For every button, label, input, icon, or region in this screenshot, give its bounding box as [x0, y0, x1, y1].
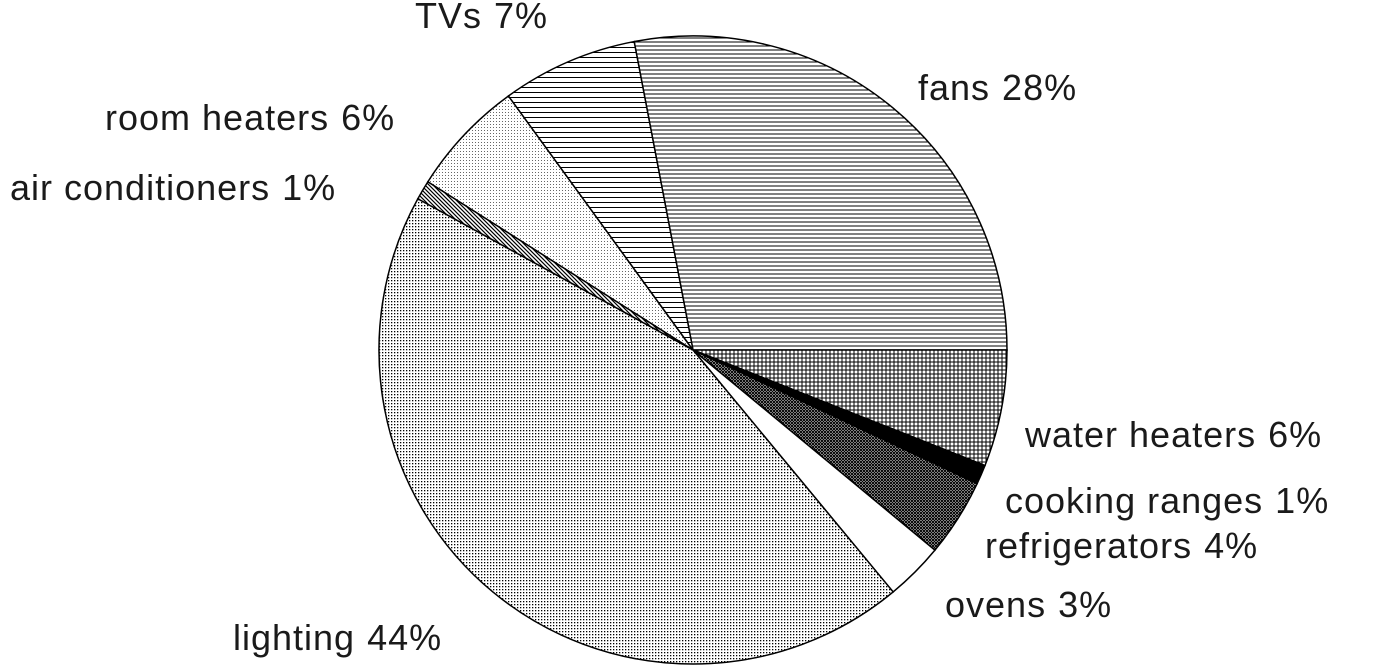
labels: fans 28%water heaters 6%cooking ranges 1%re… [10, 0, 1329, 658]
slice-value-label: 3% [1058, 584, 1112, 625]
slice-category: air conditioners [10, 167, 270, 208]
slice-value-label: 6% [341, 97, 395, 138]
slice-label: cooking ranges 1% [1005, 480, 1329, 521]
pie-slice [426, 94, 694, 351]
slice-value-label: 28% [1002, 67, 1077, 108]
pie-slice [633, 35, 1008, 351]
pie-slice [507, 40, 694, 351]
slice-value-label: 44% [367, 617, 442, 658]
slice-label: lighting 44% [233, 617, 442, 658]
slice-category: refrigerators [985, 525, 1192, 566]
slice-category: lighting [233, 617, 355, 658]
slices [378, 35, 1008, 665]
slice-label: refrigerators 4% [985, 525, 1258, 566]
slice-category: TVs [415, 0, 482, 36]
slice-label: ovens 3% [945, 584, 1112, 625]
slice-label: room heaters 6% [105, 97, 395, 138]
slice-category: fans [918, 67, 990, 108]
slice-value-label: 6% [1268, 414, 1322, 455]
slice-value-label: 1% [1275, 480, 1329, 521]
pie-slice [692, 349, 1008, 467]
slice-category: room heaters [105, 97, 329, 138]
slice-label: fans 28% [918, 67, 1077, 108]
slice-value-label: 1% [282, 167, 336, 208]
slice-category: water heaters [1024, 414, 1256, 455]
pie-slice [378, 197, 895, 665]
slice-label: air conditioners 1% [10, 167, 336, 208]
slice-category: cooking ranges [1005, 480, 1263, 521]
slice-label: water heaters 6% [1024, 414, 1322, 455]
slice-label: TVs 7% [415, 0, 548, 36]
slice-value-label: 4% [1204, 525, 1258, 566]
slice-value-label: 7% [494, 0, 548, 36]
slice-category: ovens [945, 584, 1046, 625]
